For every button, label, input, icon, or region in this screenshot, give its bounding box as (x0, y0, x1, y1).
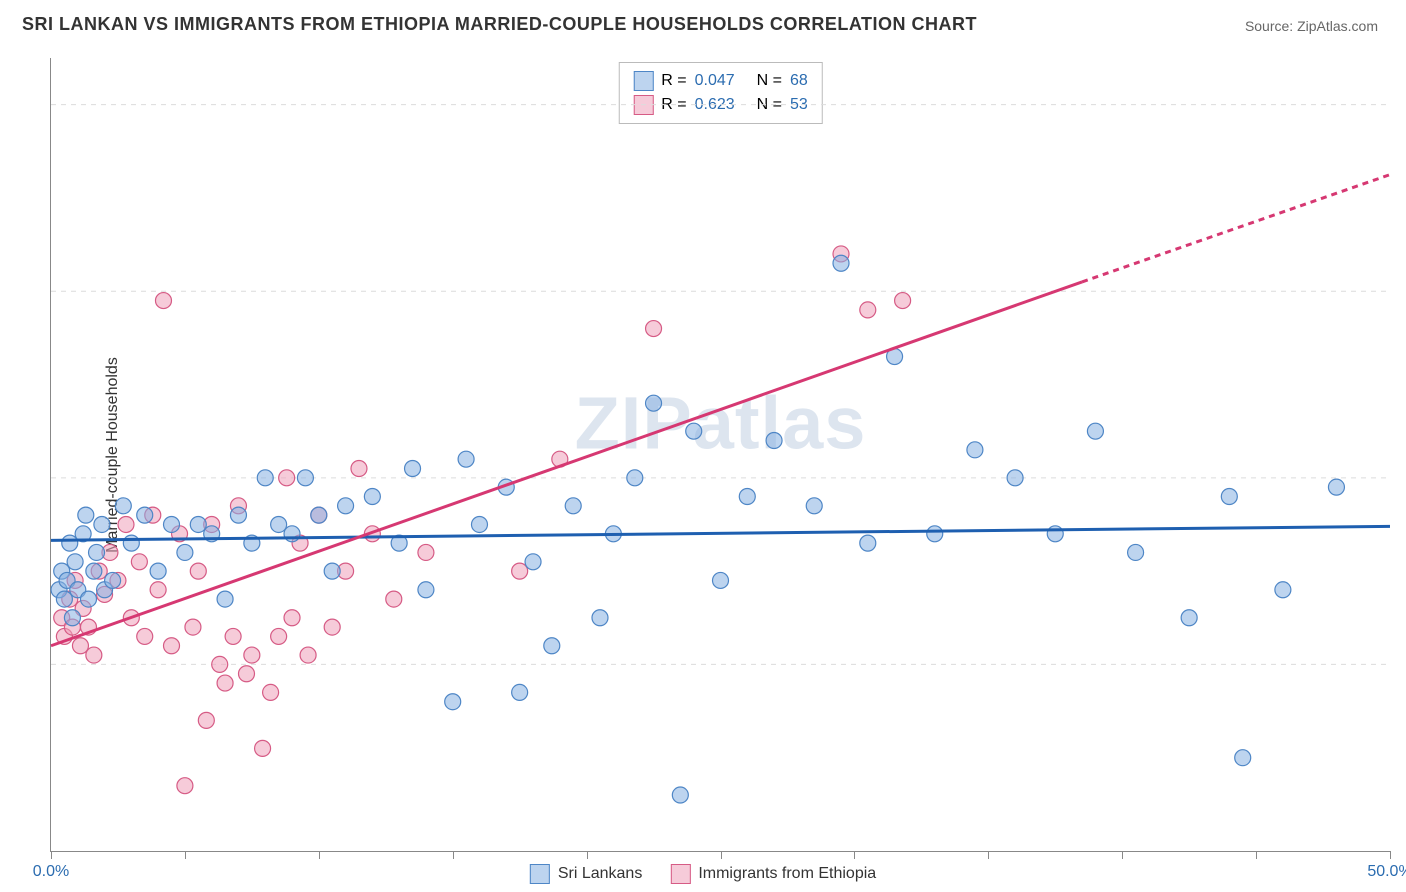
x-tick (988, 851, 989, 859)
x-tick (453, 851, 454, 859)
source-label: Source: ZipAtlas.com (1245, 18, 1378, 34)
chart-title: SRI LANKAN VS IMMIGRANTS FROM ETHIOPIA M… (22, 14, 977, 35)
x-tick (587, 851, 588, 859)
x-tick (51, 851, 52, 859)
x-tick (319, 851, 320, 859)
y-tick-label: 40.0% (1400, 655, 1406, 673)
y-tick-label: 80.0% (1400, 282, 1406, 300)
plot-svg (51, 58, 1390, 851)
swatch-series1-icon (530, 864, 550, 884)
x-tick-label: 0.0% (33, 863, 69, 881)
x-tick (185, 851, 186, 859)
legend-item-series2: Immigrants from Ethiopia (670, 864, 876, 884)
legend-label: Immigrants from Ethiopia (698, 865, 876, 883)
x-tick (1122, 851, 1123, 859)
legend-item-series1: Sri Lankans (530, 864, 643, 884)
legend-bottom: Sri Lankans Immigrants from Ethiopia (530, 864, 876, 884)
x-tick (1390, 851, 1391, 859)
y-tick-label: 100.0% (1400, 96, 1406, 114)
x-tick (721, 851, 722, 859)
y-tick-label: 60.0% (1400, 469, 1406, 487)
chart-area: Married-couple Households ZIPatlas R = 0… (50, 58, 1390, 852)
x-tick (854, 851, 855, 859)
legend-label: Sri Lankans (558, 865, 643, 883)
x-tick-label: 50.0% (1367, 863, 1406, 881)
x-tick (1256, 851, 1257, 859)
swatch-series2-icon (670, 864, 690, 884)
